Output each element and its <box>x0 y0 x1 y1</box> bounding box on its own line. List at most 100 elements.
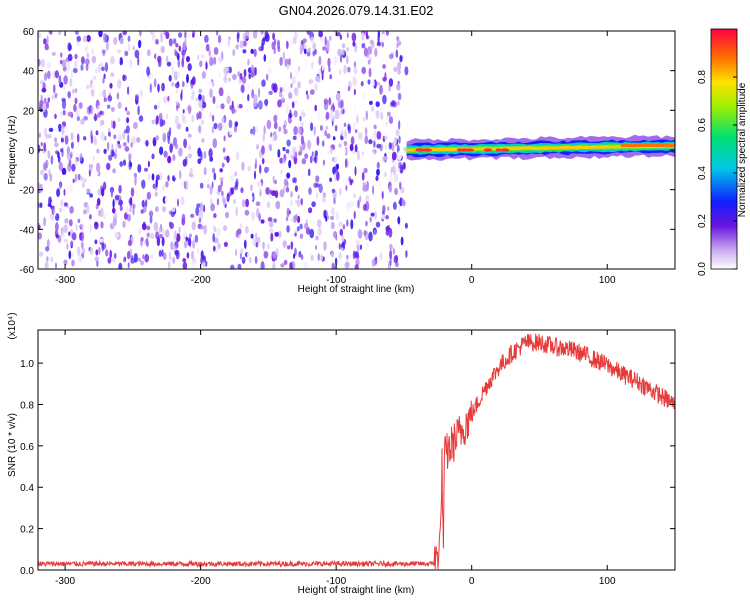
heatmap-cell <box>164 195 169 205</box>
heatmap-cell <box>297 194 301 200</box>
heatmap-cell <box>122 74 125 82</box>
heatmap-cell <box>388 227 393 238</box>
heatmap-cell <box>235 150 240 161</box>
heatmap-cell <box>119 37 124 45</box>
heatmap-cell <box>323 101 329 111</box>
heatmap-cell <box>198 93 202 101</box>
heatmap-cell <box>168 74 172 82</box>
heatmap-cell <box>176 71 180 79</box>
heatmap-cell <box>208 168 212 176</box>
heatmap-cell <box>395 49 399 58</box>
heatmap-cell <box>213 225 216 231</box>
heatmap-cell <box>202 261 206 268</box>
heatmap-cell <box>391 151 397 161</box>
heatmap-cell <box>364 127 368 136</box>
heatmap-cell <box>226 95 231 104</box>
heatmap-cell <box>327 150 330 155</box>
heatmap-cell <box>385 31 389 36</box>
heatmap-cell <box>72 67 78 74</box>
heatmap-cell <box>370 212 375 217</box>
heatmap-cell <box>282 51 286 61</box>
heatmap-cell <box>340 136 344 141</box>
heatmap-cell <box>210 198 213 204</box>
heatmap-cell <box>160 33 163 43</box>
heatmap-cell <box>247 58 250 66</box>
heatmap-cell <box>95 130 99 136</box>
heatmap-cell <box>216 227 221 238</box>
heatmap-cell <box>294 214 298 221</box>
heatmap-cell <box>100 131 105 142</box>
heatmap-cell <box>112 120 116 129</box>
heatmap-cell <box>373 229 377 236</box>
heatmap-cell <box>279 87 283 93</box>
heatmap-cell <box>63 188 66 196</box>
heatmap-cell <box>243 239 247 249</box>
heatmap-cell <box>345 185 348 191</box>
heatmap-cell <box>137 56 140 66</box>
heatmap-cell <box>152 137 157 146</box>
heatmap-cell <box>373 130 377 140</box>
heatmap-cell <box>328 152 333 161</box>
heatmap-cell <box>288 159 292 169</box>
heatmap-cell <box>231 238 236 247</box>
heatmap-cell <box>190 83 194 89</box>
heatmap-cell <box>124 212 128 220</box>
heatmap-cell <box>310 36 314 43</box>
heatmap-cell <box>90 134 94 144</box>
heatmap-cell <box>371 40 375 49</box>
heatmap-cell <box>233 198 236 205</box>
heatmap-cell <box>138 39 142 49</box>
heatmap-cell <box>125 56 131 64</box>
heatmap-cell <box>68 231 71 236</box>
heatmap-cell <box>144 253 150 263</box>
heatmap-cell <box>285 186 290 193</box>
heatmap-cell <box>279 56 283 66</box>
heatmap-cell <box>153 104 158 110</box>
heatmap-cell <box>124 107 128 112</box>
signal-peak <box>415 148 422 152</box>
heatmap-cell <box>315 235 319 241</box>
heatmap-cell <box>144 167 148 172</box>
heatmap-cell <box>155 178 158 188</box>
heatmap-cell <box>307 168 311 177</box>
heatmap-cell <box>365 242 369 249</box>
heatmap-cell <box>200 151 203 161</box>
heatmap-cell <box>316 219 322 228</box>
heatmap-cell <box>199 202 204 212</box>
heatmap-cell <box>86 106 92 115</box>
heatmap-cell <box>262 194 266 201</box>
y-tick-label: 20 <box>23 106 35 117</box>
heatmap-cell <box>385 230 389 236</box>
y-tick-label: 1.0 <box>20 359 34 370</box>
heatmap-cell <box>179 170 182 180</box>
heatmap-cell <box>365 110 368 121</box>
heatmap-cell <box>70 141 74 149</box>
heatmap-cell <box>178 226 181 234</box>
heatmap-cell <box>388 53 394 60</box>
heatmap-cell <box>170 241 174 250</box>
heatmap-cell <box>196 203 201 208</box>
y-tick-label: 40 <box>23 67 35 78</box>
heatmap-cell <box>290 71 292 80</box>
heatmap-cell <box>153 221 158 232</box>
heatmap-cell <box>356 244 360 252</box>
heatmap-cell <box>73 152 79 158</box>
heatmap-cell <box>187 63 192 72</box>
heatmap-cell <box>76 133 80 143</box>
heatmap-cell <box>334 124 338 132</box>
heatmap-cell <box>94 256 100 262</box>
heatmap-cell <box>394 173 399 182</box>
heatmap-cell <box>56 188 61 198</box>
heatmap-cell <box>319 125 323 131</box>
heatmap-cell <box>153 78 157 88</box>
heatmap-cell <box>375 175 379 182</box>
heatmap-cell <box>250 233 254 239</box>
heatmap-cell <box>78 102 83 109</box>
heatmap-cell <box>294 247 297 256</box>
heatmap-cell <box>290 191 293 198</box>
heatmap-cell <box>175 43 179 48</box>
heatmap-cell <box>40 82 44 88</box>
heatmap-cell <box>341 43 346 49</box>
heatmap-cell <box>365 220 368 227</box>
heatmap-cell <box>126 110 130 116</box>
